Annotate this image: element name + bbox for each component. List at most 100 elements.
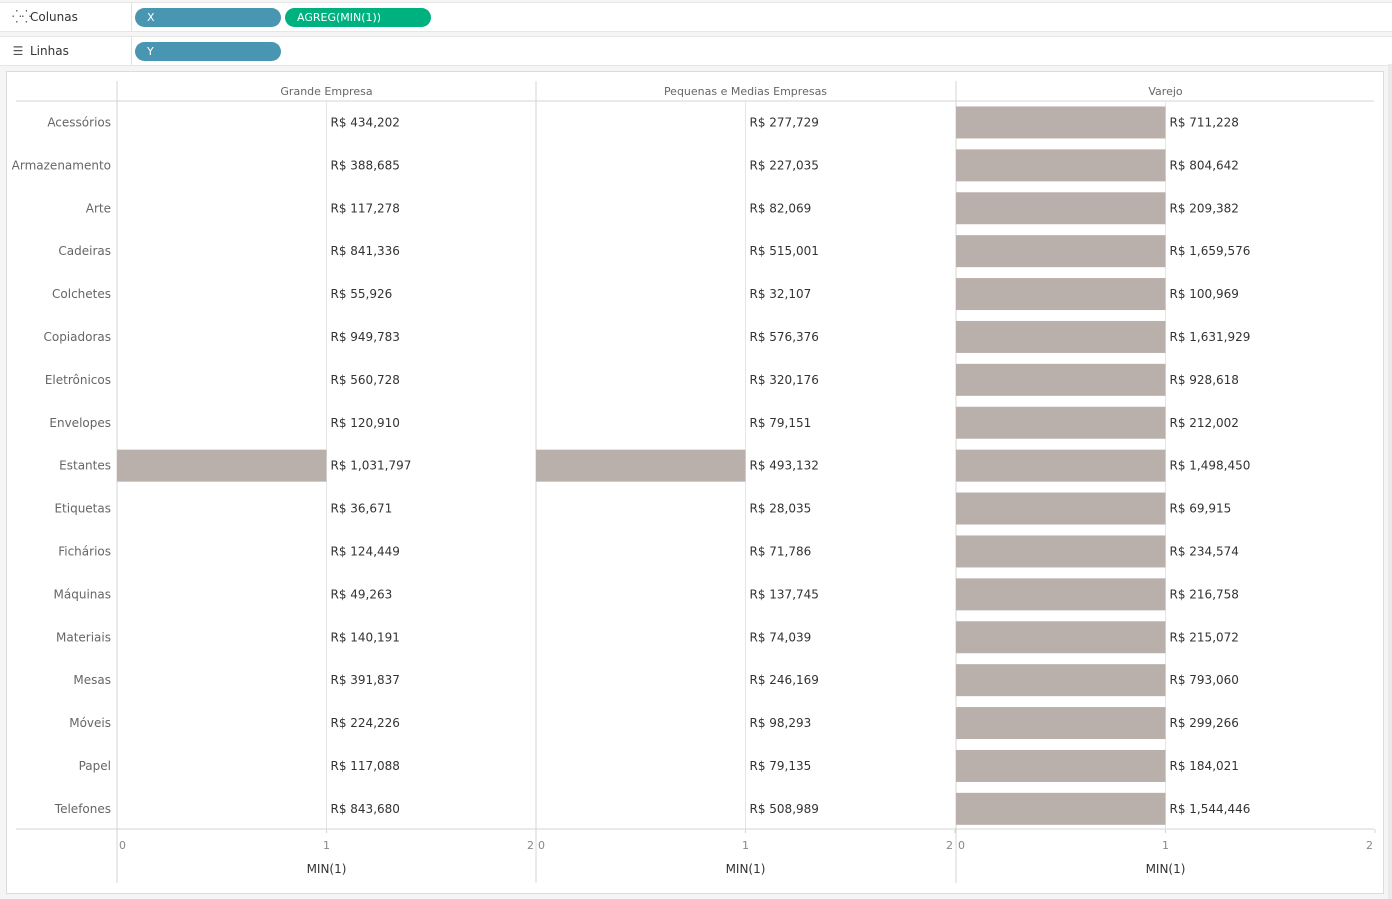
- data-label: R$ 100,969: [1170, 287, 1239, 301]
- bar: [956, 792, 1166, 825]
- data-label: R$ 124,449: [331, 544, 400, 558]
- x-tick-label: 1: [742, 839, 749, 852]
- data-label: R$ 212,002: [1170, 416, 1239, 430]
- row-label: Telefones: [54, 802, 111, 816]
- data-label: R$ 391,837: [331, 673, 400, 687]
- data-label: R$ 28,035: [750, 502, 812, 516]
- data-label: R$ 1,659,576: [1170, 244, 1251, 258]
- x-axis-title: MIN(1): [726, 862, 766, 876]
- panel-header: Varejo: [1148, 85, 1183, 98]
- bar: [956, 106, 1166, 139]
- bar: [956, 278, 1166, 311]
- data-label: R$ 71,786: [750, 544, 812, 558]
- pill-x[interactable]: X: [135, 8, 281, 27]
- row-label: Materiais: [56, 630, 111, 644]
- data-label: R$ 227,035: [750, 158, 819, 172]
- data-label: R$ 215,072: [1170, 630, 1239, 644]
- data-label: R$ 560,728: [331, 373, 400, 387]
- data-label: R$ 508,989: [750, 802, 819, 816]
- row-label: Copiadoras: [43, 330, 111, 344]
- data-label: R$ 841,336: [331, 244, 400, 258]
- pill-agreg-min[interactable]: AGREG(MIN(1)): [285, 8, 431, 27]
- bar: [956, 664, 1166, 697]
- data-label: R$ 299,266: [1170, 716, 1239, 730]
- data-label: R$ 1,031,797: [331, 459, 412, 473]
- row-label: Estantes: [59, 459, 111, 473]
- data-label: R$ 224,226: [331, 716, 400, 730]
- bar: [956, 149, 1166, 182]
- x-tick-label: 2: [946, 839, 953, 852]
- bar: [956, 363, 1166, 396]
- bar: [956, 235, 1166, 268]
- bar: [956, 320, 1166, 353]
- x-axis-title: MIN(1): [1146, 862, 1186, 876]
- rows-label-text: Linhas: [30, 44, 69, 58]
- panel-header: Grande Empresa: [280, 85, 372, 98]
- rows-shelf-label: ☰ Linhas: [0, 37, 132, 65]
- data-label: R$ 184,021: [1170, 759, 1239, 773]
- row-label: Eletrônicos: [45, 373, 111, 387]
- data-label: R$ 120,910: [331, 416, 400, 430]
- x-tick-label: 1: [1162, 839, 1169, 852]
- row-label: Cadeiras: [58, 244, 111, 258]
- row-label: Arte: [86, 201, 111, 215]
- data-label: R$ 209,382: [1170, 201, 1239, 215]
- data-label: R$ 793,060: [1170, 673, 1239, 687]
- data-label: R$ 140,191: [331, 630, 400, 644]
- data-label: R$ 928,618: [1170, 373, 1239, 387]
- bar: [956, 406, 1166, 439]
- data-label: R$ 949,783: [331, 330, 400, 344]
- panel-header: Pequenas e Medias Empresas: [664, 85, 827, 98]
- rows-shelf: ☰ Linhas Y: [0, 36, 1392, 66]
- columns-label-text: Colunas: [30, 10, 78, 24]
- data-label: R$ 82,069: [750, 201, 812, 215]
- row-label: Fichários: [58, 544, 111, 558]
- x-tick-label: 2: [527, 839, 534, 852]
- right-panel-edge: [1388, 64, 1392, 899]
- bar: [117, 449, 327, 482]
- data-label: R$ 843,680: [331, 802, 400, 816]
- row-label: Acessórios: [47, 115, 111, 129]
- data-label: R$ 804,642: [1170, 158, 1239, 172]
- bar: [956, 535, 1166, 568]
- data-label: R$ 434,202: [331, 115, 400, 129]
- data-label: R$ 320,176: [750, 373, 819, 387]
- x-tick-label: 0: [538, 839, 545, 852]
- data-label: R$ 277,729: [750, 115, 819, 129]
- bar: [956, 578, 1166, 611]
- data-label: R$ 711,228: [1170, 115, 1239, 129]
- data-label: R$ 79,135: [750, 759, 812, 773]
- data-label: R$ 36,671: [331, 502, 393, 516]
- data-label: R$ 493,132: [750, 459, 819, 473]
- data-label: R$ 576,376: [750, 330, 819, 344]
- x-tick-label: 0: [958, 839, 965, 852]
- data-label: R$ 388,685: [331, 158, 400, 172]
- bar: [956, 449, 1166, 482]
- data-label: R$ 1,498,450: [1170, 459, 1251, 473]
- x-tick-label: 1: [323, 839, 330, 852]
- data-label: R$ 69,915: [1170, 502, 1232, 516]
- data-label: R$ 246,169: [750, 673, 819, 687]
- data-label: R$ 117,278: [331, 201, 400, 215]
- bar: [956, 707, 1166, 740]
- data-label: R$ 234,574: [1170, 544, 1239, 558]
- data-label: R$ 1,544,446: [1170, 802, 1251, 816]
- row-label: Etiquetas: [54, 502, 111, 516]
- data-label: R$ 79,151: [750, 416, 812, 430]
- data-label: R$ 117,088: [331, 759, 400, 773]
- row-label: Papel: [79, 759, 111, 773]
- columns-shelf-label: ⁛⁛ Colunas: [0, 3, 132, 31]
- x-tick-label: 2: [1366, 839, 1373, 852]
- data-label: R$ 74,039: [750, 630, 812, 644]
- row-label: Mesas: [73, 673, 111, 687]
- columns-shelf: ⁛⁛ Colunas X AGREG(MIN(1)): [0, 2, 1392, 32]
- bar: [956, 621, 1166, 654]
- data-label: R$ 32,107: [750, 287, 812, 301]
- rows-icon: ☰: [12, 44, 24, 58]
- data-label: R$ 49,263: [331, 587, 393, 601]
- pill-y[interactable]: Y: [135, 42, 281, 61]
- data-label: R$ 515,001: [750, 244, 819, 258]
- row-label: Máquinas: [54, 587, 111, 601]
- data-label: R$ 55,926: [331, 287, 393, 301]
